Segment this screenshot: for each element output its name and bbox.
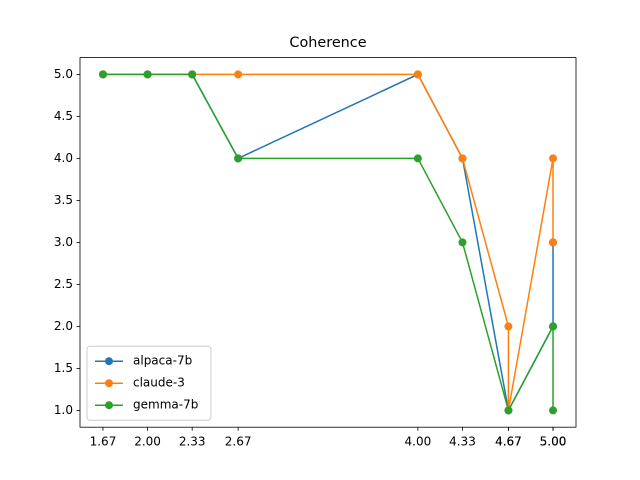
data-point bbox=[504, 322, 513, 331]
data-point bbox=[143, 70, 152, 79]
x-tick-label: 2.33 bbox=[179, 435, 206, 449]
x-tick-label: 1.67 bbox=[90, 435, 117, 449]
y-tick-label: 4.0 bbox=[54, 151, 73, 165]
legend-frame bbox=[86, 345, 212, 421]
x-tick-label: 5.00 bbox=[540, 435, 567, 449]
y-tick-label: 2.0 bbox=[54, 319, 73, 333]
data-point bbox=[549, 238, 558, 247]
x-tick-label: 2.00 bbox=[134, 435, 161, 449]
legend: alpaca-7b claude-3 gemma-7b bbox=[86, 345, 212, 421]
data-point bbox=[188, 70, 197, 79]
x-tick-label: 4.67 bbox=[495, 435, 522, 449]
data-point bbox=[234, 154, 243, 163]
y-tick-label: 2.5 bbox=[54, 277, 73, 291]
y-tick-label: 1.5 bbox=[54, 361, 73, 375]
legend-label: claude-3 bbox=[133, 376, 185, 390]
legend-marker bbox=[105, 379, 113, 388]
data-point bbox=[504, 406, 513, 415]
x-tick-label: 5.00 bbox=[540, 435, 567, 449]
legend-label: alpaca-7b bbox=[133, 354, 192, 368]
data-point bbox=[549, 406, 558, 415]
legend-marker bbox=[105, 401, 113, 410]
y-tick-label: 1.0 bbox=[54, 403, 73, 417]
x-tick-label: 4.33 bbox=[449, 435, 476, 449]
legend-label: gemma-7b bbox=[133, 398, 198, 412]
y-tick-label: 5.0 bbox=[54, 67, 73, 81]
plot-frame bbox=[79, 57, 577, 428]
data-point bbox=[549, 322, 558, 331]
data-point bbox=[458, 238, 467, 247]
data-point bbox=[549, 154, 558, 163]
y-tick-label: 3.5 bbox=[54, 193, 73, 207]
y-tick-label: 3.0 bbox=[54, 235, 73, 249]
x-tick-label: 2.67 bbox=[225, 435, 252, 449]
data-point bbox=[234, 70, 243, 79]
legend-marker bbox=[105, 357, 113, 366]
y-tick-label: 4.5 bbox=[54, 109, 73, 123]
chart-title: Coherence bbox=[289, 35, 366, 51]
x-tick-label: 4.00 bbox=[405, 435, 432, 449]
x-tick-label: 4.67 bbox=[495, 435, 522, 449]
data-point bbox=[458, 154, 467, 163]
data-point bbox=[413, 70, 422, 79]
data-point bbox=[98, 70, 107, 79]
data-point bbox=[413, 154, 422, 163]
